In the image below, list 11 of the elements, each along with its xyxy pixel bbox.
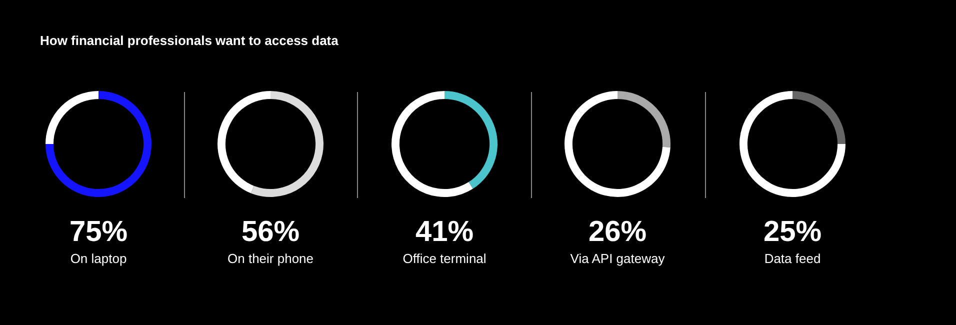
text: Via API gateway [570, 251, 665, 266]
text: How financial professionals want to access data [40, 33, 338, 48]
text: Office terminal [402, 251, 486, 266]
text: Data feed [764, 251, 820, 266]
text: 41% [414, 216, 474, 248]
text: On laptop [70, 251, 126, 266]
text: 25% [762, 216, 822, 248]
text: 26% [588, 216, 646, 248]
text: 56% [240, 216, 300, 248]
text: 75% [68, 216, 128, 248]
text: On their phone [226, 251, 314, 266]
